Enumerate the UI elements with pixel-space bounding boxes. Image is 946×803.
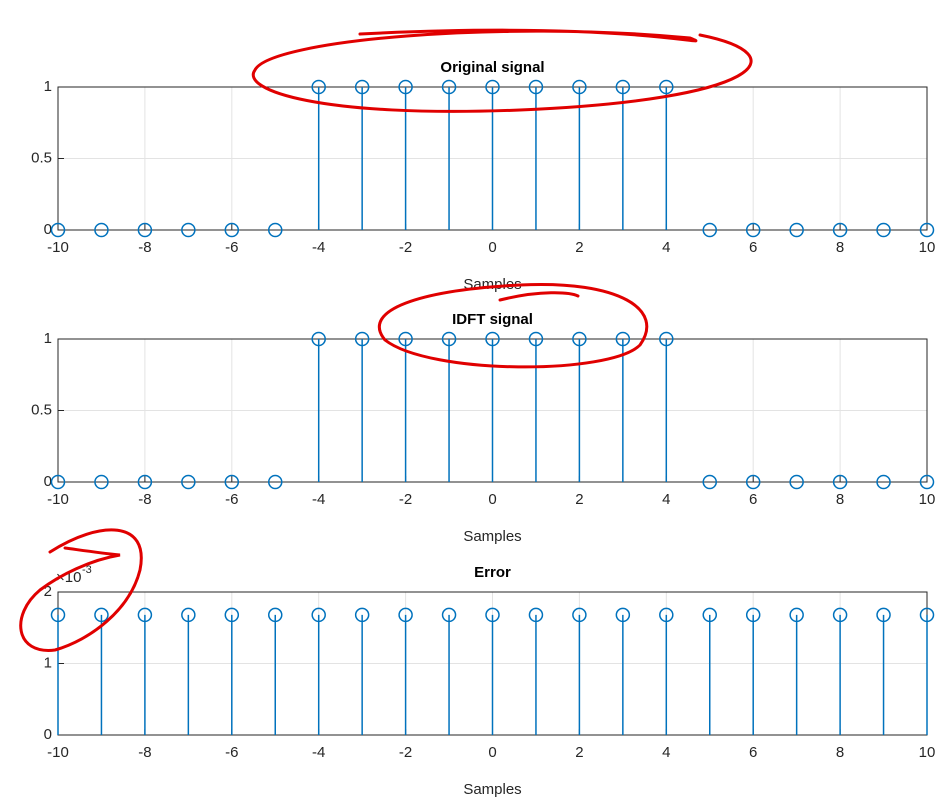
x-tick-label: 2 xyxy=(575,744,583,761)
x-tick-label: -6 xyxy=(225,744,238,761)
x-tick-label: 8 xyxy=(836,744,844,761)
x-tick-label: -2 xyxy=(399,239,412,256)
x-tick-label: -8 xyxy=(138,239,151,256)
y-tick-label: 0 xyxy=(44,726,52,743)
x-tick-label: 6 xyxy=(749,744,757,761)
chart-title: IDFT signal xyxy=(452,311,533,328)
y-tick-label: 1 xyxy=(44,654,52,671)
x-tick-label: -4 xyxy=(312,744,325,761)
x-tick-label: 0 xyxy=(488,491,496,508)
y-tick-label: 0.5 xyxy=(31,401,52,418)
x-axis-label: Samples xyxy=(463,528,521,545)
x-tick-label: 4 xyxy=(662,491,670,508)
x-tick-label: 8 xyxy=(836,491,844,508)
y-tick-label: 0.5 xyxy=(31,149,52,166)
figure: -10-8-6-4-2024681000.51Original signalSa… xyxy=(0,0,946,803)
x-tick-label: 4 xyxy=(662,239,670,256)
x-tick-label: -8 xyxy=(138,744,151,761)
x-tick-label: 8 xyxy=(836,239,844,256)
x-tick-label: -6 xyxy=(225,491,238,508)
x-tick-label: 6 xyxy=(749,239,757,256)
x-tick-label: -6 xyxy=(225,239,238,256)
x-tick-label: -10 xyxy=(47,239,69,256)
page: -10-8-6-4-2024681000.51Original signalSa… xyxy=(0,0,946,803)
y-tick-label: 1 xyxy=(44,78,52,95)
x-tick-label: 10 xyxy=(919,239,936,256)
x-tick-label: 6 xyxy=(749,491,757,508)
x-axis-label: Samples xyxy=(463,781,521,798)
x-tick-label: 0 xyxy=(488,239,496,256)
chart-title: Error xyxy=(474,564,511,581)
x-tick-label: -10 xyxy=(47,491,69,508)
x-tick-label: -8 xyxy=(138,491,151,508)
x-tick-label: 4 xyxy=(662,744,670,761)
x-tick-label: -10 xyxy=(47,744,69,761)
x-tick-label: -2 xyxy=(399,744,412,761)
y-tick-label: 1 xyxy=(44,330,52,347)
x-tick-label: -4 xyxy=(312,491,325,508)
x-tick-label: -4 xyxy=(312,239,325,256)
x-tick-label: 10 xyxy=(919,744,936,761)
x-tick-label: 2 xyxy=(575,239,583,256)
x-tick-label: 2 xyxy=(575,491,583,508)
x-tick-label: 0 xyxy=(488,744,496,761)
x-tick-label: 10 xyxy=(919,491,936,508)
y-tick-label: 0 xyxy=(44,221,52,238)
y-tick-label: 0 xyxy=(44,473,52,490)
chart-title: Original signal xyxy=(440,59,544,76)
x-tick-label: -2 xyxy=(399,491,412,508)
